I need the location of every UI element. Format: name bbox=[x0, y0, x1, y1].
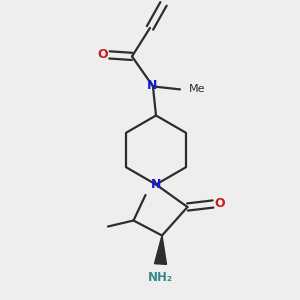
Text: O: O bbox=[98, 48, 108, 61]
Text: NH₂: NH₂ bbox=[148, 271, 173, 284]
Text: O: O bbox=[214, 197, 225, 210]
Text: Me: Me bbox=[188, 84, 205, 94]
Polygon shape bbox=[154, 236, 166, 264]
Text: N: N bbox=[147, 79, 158, 92]
Text: N: N bbox=[151, 178, 161, 191]
